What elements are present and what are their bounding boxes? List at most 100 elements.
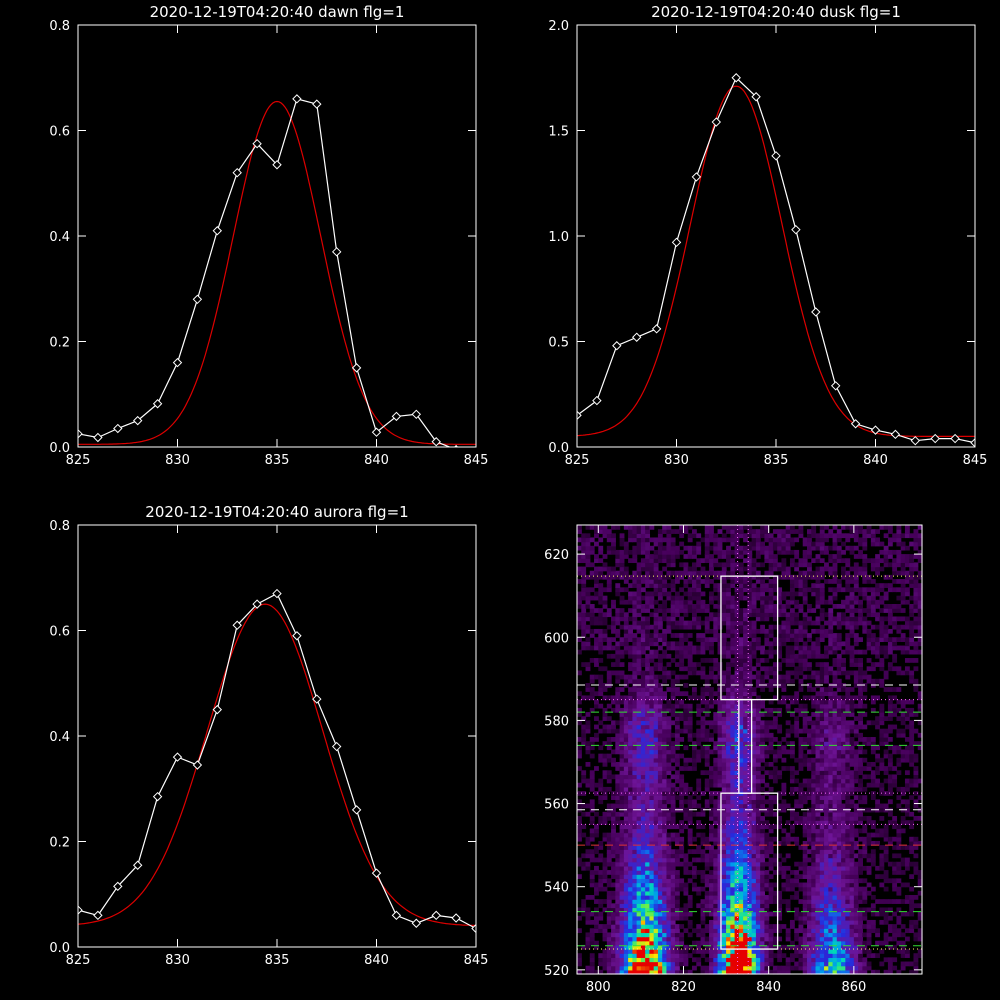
heatmap-cell [807, 890, 812, 896]
heatmap-cell [602, 878, 608, 884]
heatmap-cell [772, 766, 778, 771]
heatmap-cell [811, 782, 817, 788]
heatmap-cell [619, 766, 625, 771]
data-point-marker [671, 237, 682, 248]
heatmap-cell [713, 944, 719, 950]
heatmap-cell [662, 836, 668, 842]
heatmap-cell [789, 770, 795, 776]
heatmap-cell [828, 633, 834, 638]
heatmap-cell [768, 649, 774, 655]
heatmap-cell [717, 766, 723, 771]
heatmap-cell [683, 870, 689, 875]
heatmap-cell [828, 745, 834, 751]
heatmap-cell [700, 670, 706, 676]
heatmap-cell [760, 919, 766, 925]
heatmap-cell [674, 882, 680, 888]
data-point-marker [93, 432, 103, 443]
heatmap-cell [623, 870, 629, 875]
heatmap-cell [653, 895, 659, 900]
heatmap-cell [789, 774, 795, 780]
heatmap-cell [589, 778, 595, 784]
heatmap-cell [738, 924, 744, 929]
heatmap-cell [832, 957, 838, 963]
heatmap-cell [768, 724, 774, 730]
heatmap-cell [581, 732, 587, 738]
heatmap-cell [704, 895, 710, 900]
heatmap-cell [845, 845, 851, 850]
heatmap-cell [794, 707, 800, 713]
heatmap-cell [755, 786, 761, 792]
heatmap-cell [640, 886, 646, 892]
heatmap-cell [760, 712, 766, 717]
heatmap-cell [615, 782, 621, 788]
heatmap-cell [913, 770, 919, 776]
heatmap-cell [589, 895, 595, 900]
heatmap-cell [738, 712, 744, 717]
heatmap-cell [636, 666, 642, 672]
x-tick-label: 830 [165, 453, 190, 468]
heatmap-cell [866, 907, 872, 913]
data-point-marker [711, 117, 722, 127]
heatmap-cell [743, 637, 748, 643]
heatmap-cell [615, 766, 621, 771]
heatmap-cell [679, 774, 685, 780]
heatmap-cell [807, 915, 812, 921]
heatmap-cell [743, 757, 748, 763]
heatmap-cell [828, 670, 834, 676]
heatmap-cell [645, 895, 651, 900]
heatmap-cell [841, 662, 846, 667]
heatmap-cell [585, 745, 591, 751]
heatmap-cell [734, 782, 740, 788]
heatmap-cell [892, 712, 898, 717]
heatmap-cell [853, 728, 859, 734]
heatmap-cell [645, 953, 651, 958]
heatmap-cell [815, 836, 821, 842]
heatmap-cell [704, 674, 710, 680]
heatmap-cell [747, 666, 753, 672]
heatmap-cell [811, 969, 817, 975]
heatmap-cell [653, 695, 659, 701]
heatmap-cell [743, 890, 748, 896]
heatmap-cell [649, 886, 655, 892]
heatmap-cell [662, 670, 668, 676]
heatmap-cell [594, 811, 599, 817]
heatmap-cell [866, 936, 872, 942]
heatmap-cell [798, 816, 804, 821]
heatmap-cell [909, 911, 915, 917]
heatmap-cell [645, 874, 651, 879]
heatmap-cell [909, 849, 915, 855]
heatmap-cell [896, 749, 902, 755]
heatmap-cell [828, 778, 834, 784]
heatmap-cell [717, 637, 723, 643]
heatmap-cell [743, 895, 748, 900]
heatmap-cell [657, 753, 663, 759]
heatmap-cell [640, 899, 646, 904]
heatmap-cell [589, 633, 595, 638]
heatmap-cell [683, 716, 689, 721]
heatmap-cell [649, 670, 655, 676]
heatmap-cell [726, 957, 731, 963]
heatmap-cell [730, 770, 736, 776]
heatmap-cell [768, 969, 774, 975]
heatmap-cell [879, 716, 885, 721]
heatmap-cell [636, 924, 642, 929]
heatmap-cell [670, 774, 676, 780]
heatmap-cell [709, 720, 714, 726]
heatmap-cell [662, 795, 668, 800]
heatmap-cell [623, 899, 629, 904]
heatmap-cell [798, 911, 804, 917]
heatmap-cell [768, 749, 774, 755]
heatmap-cell [832, 944, 838, 950]
heatmap-cell [704, 749, 710, 755]
heatmap-cell [632, 828, 638, 834]
heatmap-cell [904, 770, 910, 776]
heatmap-cell [730, 641, 736, 647]
heatmap-cell [713, 961, 719, 967]
heatmap-cell [794, 670, 800, 676]
heatmap-cell [619, 949, 625, 954]
heatmap-cell [721, 836, 727, 842]
heatmap-cell [836, 682, 842, 688]
heatmap-cell [845, 641, 851, 647]
heatmap-cell [636, 949, 642, 954]
heatmap-cell [615, 745, 621, 751]
